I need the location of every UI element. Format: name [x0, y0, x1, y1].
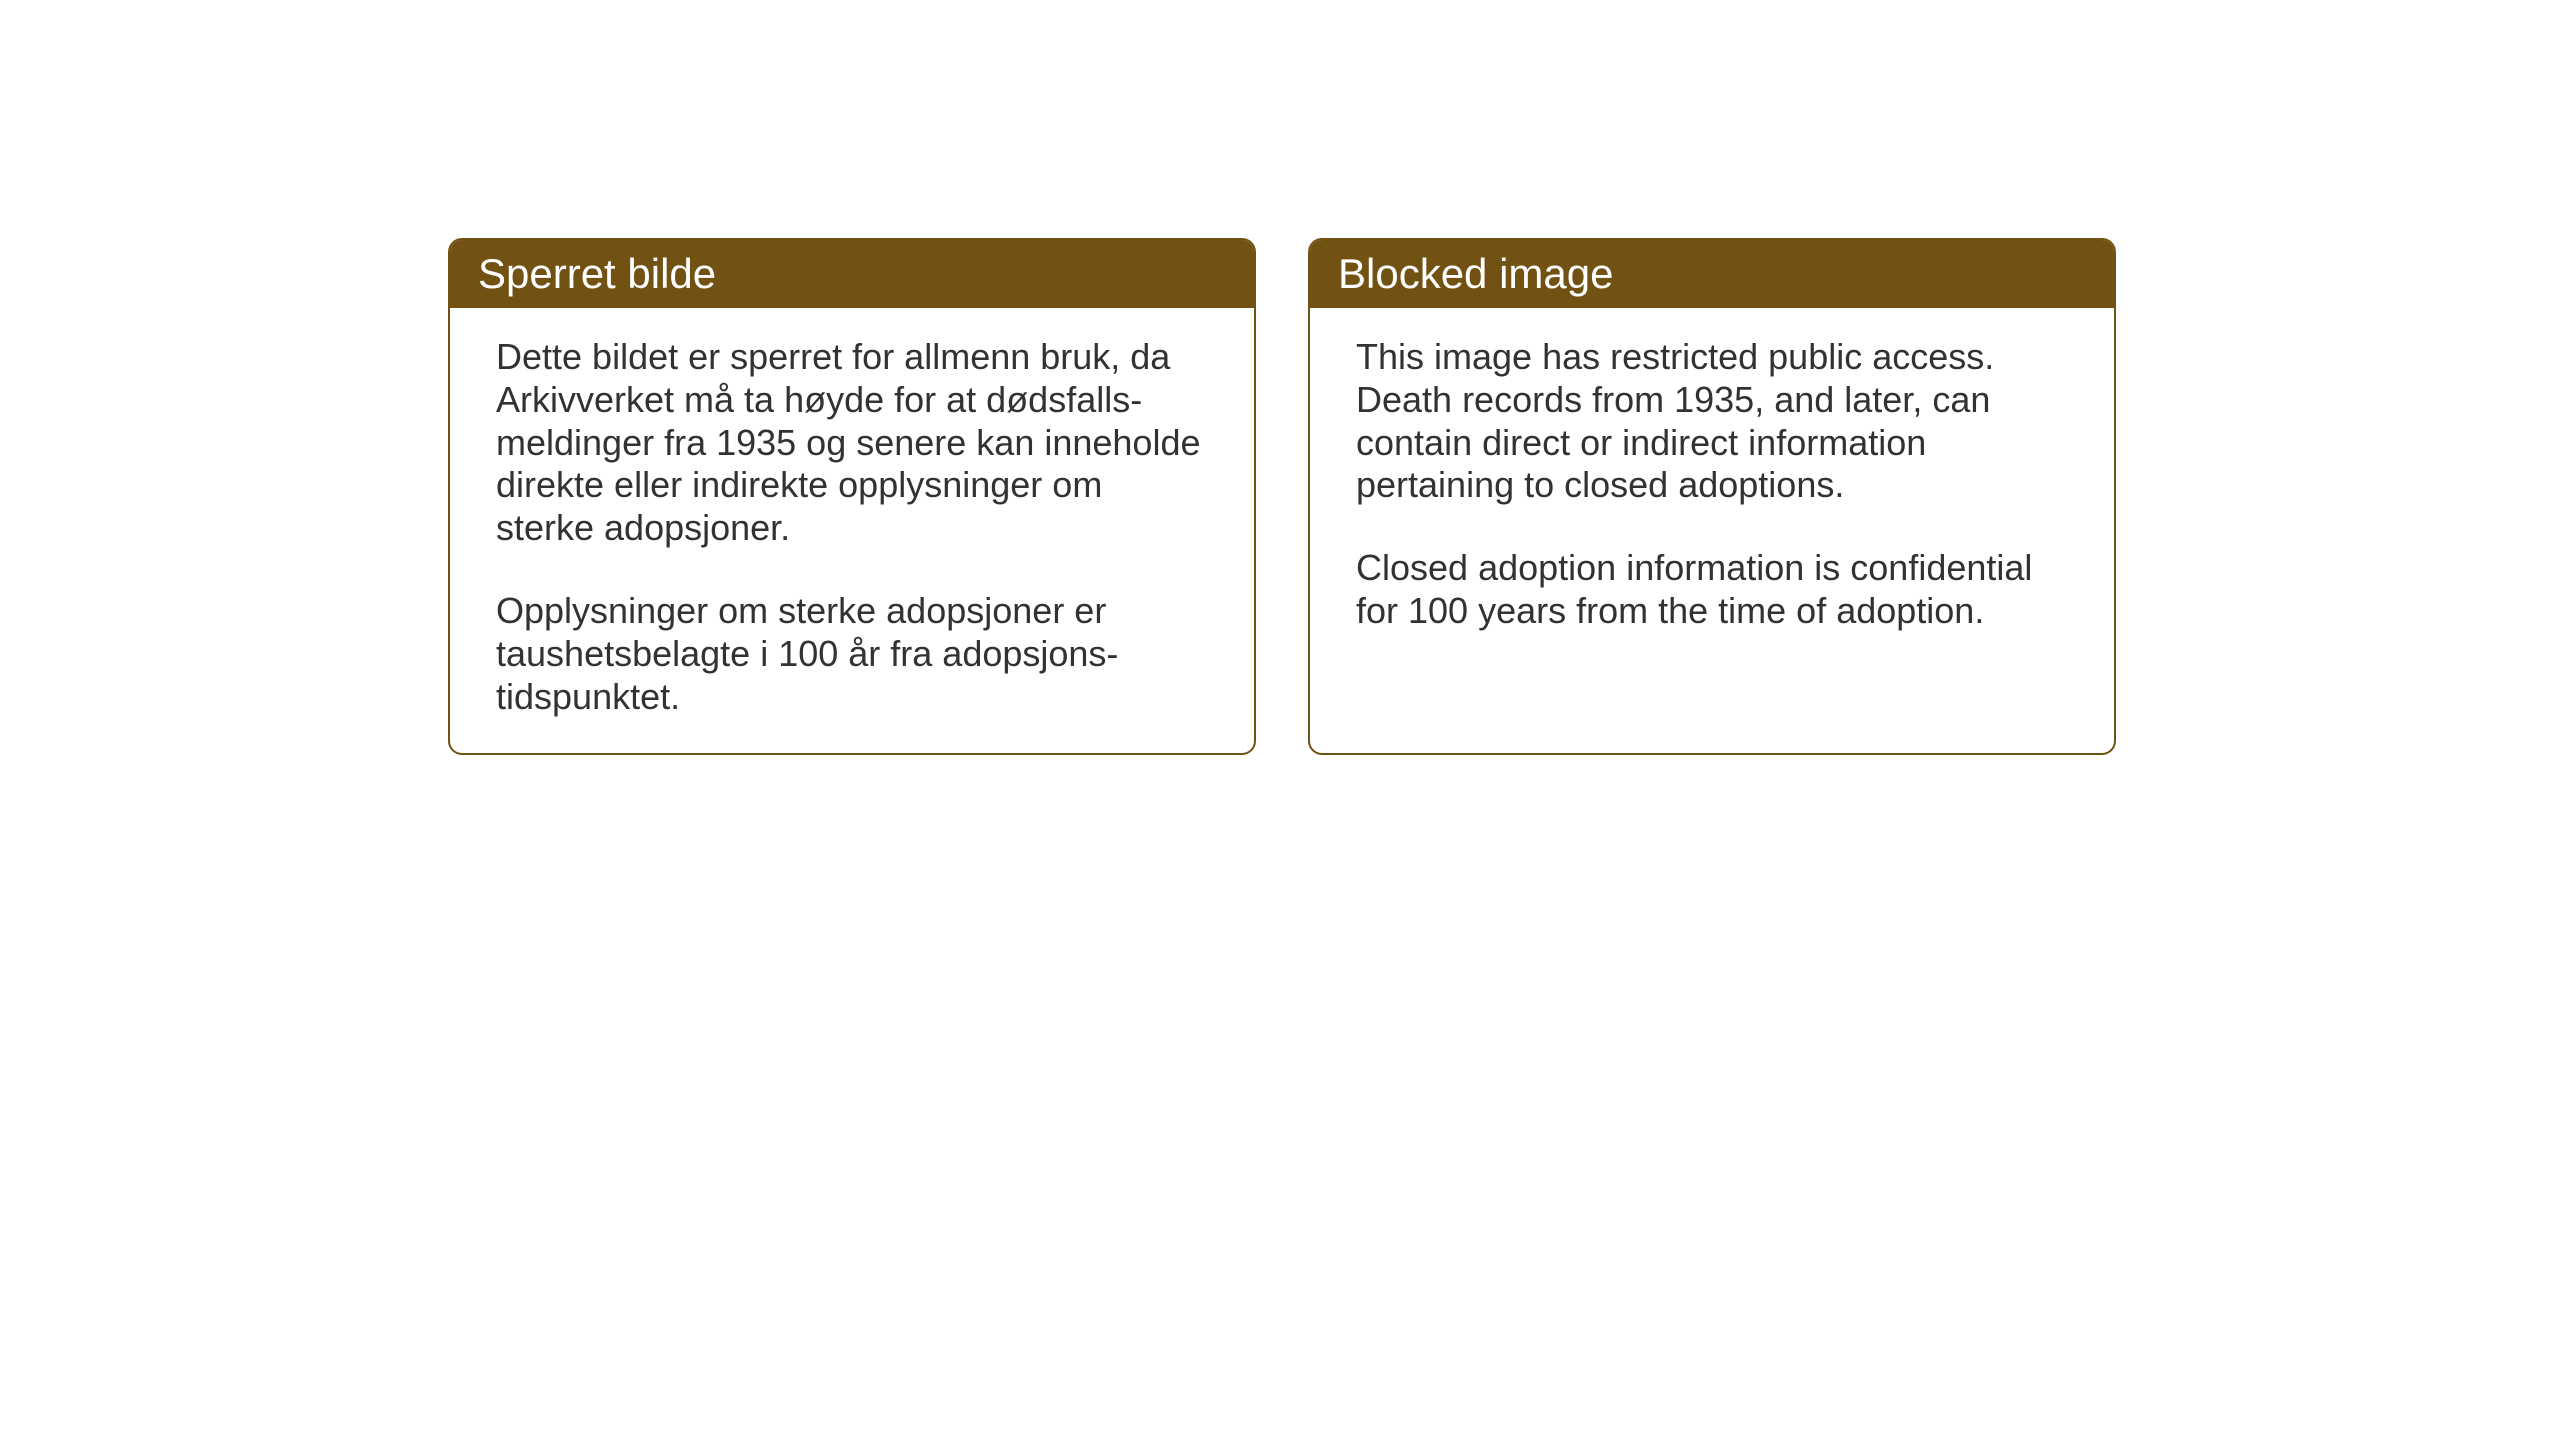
card-english-title: Blocked image: [1338, 250, 1613, 297]
cards-container: Sperret bilde Dette bildet er sperret fo…: [448, 238, 2560, 755]
card-english: Blocked image This image has restricted …: [1308, 238, 2116, 755]
card-norwegian-header: Sperret bilde: [450, 240, 1254, 308]
card-english-paragraph-1: This image has restricted public access.…: [1356, 336, 2068, 507]
card-norwegian-paragraph-2: Opplysninger om sterke adopsjoner er tau…: [496, 590, 1208, 718]
card-norwegian-paragraph-1: Dette bildet er sperret for allmenn bruk…: [496, 336, 1208, 550]
card-english-body: This image has restricted public access.…: [1310, 308, 2114, 748]
card-english-header: Blocked image: [1310, 240, 2114, 308]
card-norwegian: Sperret bilde Dette bildet er sperret fo…: [448, 238, 1256, 755]
card-norwegian-title: Sperret bilde: [478, 250, 716, 297]
card-norwegian-body: Dette bildet er sperret for allmenn bruk…: [450, 308, 1254, 753]
card-english-paragraph-2: Closed adoption information is confident…: [1356, 547, 2068, 633]
